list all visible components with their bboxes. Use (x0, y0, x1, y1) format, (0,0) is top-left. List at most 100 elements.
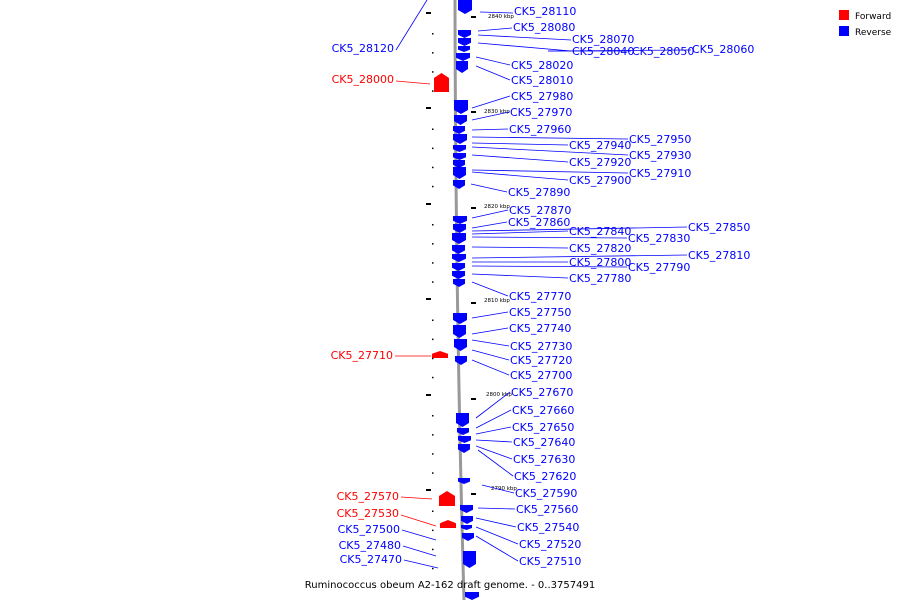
leader-line (477, 27, 513, 32)
gene-label: CK5_27940 (569, 139, 631, 152)
leader-line (471, 154, 569, 163)
kbp-tick-label: 2800 kbp (486, 392, 512, 398)
gene-label: CK5_27950 (629, 133, 691, 146)
gene-label: CK5_27660 (512, 404, 574, 417)
reverse-gene (458, 0, 472, 14)
reverse-gene (452, 245, 465, 254)
gene-label: CK5_27650 (512, 421, 574, 434)
leader-line (477, 507, 516, 510)
gene-label: CK5_28120 (332, 42, 394, 55)
reverse-gene (453, 153, 466, 160)
minor-dot (432, 529, 434, 532)
gene-label: CK5_27750 (509, 306, 571, 319)
reverse-gene (465, 592, 479, 600)
leader-line (475, 56, 511, 66)
reverse-gene (454, 100, 468, 114)
leader-line (477, 449, 514, 477)
leader-line (471, 221, 508, 229)
legend-reverse-swatch (839, 26, 849, 36)
reverse-gene (463, 551, 476, 568)
leader-line (470, 183, 508, 193)
minor-dot (432, 567, 434, 570)
reverse-gene (452, 254, 466, 262)
gene-label: CK5_27820 (569, 242, 631, 255)
reverse-gene (452, 271, 465, 279)
reverse-gene (452, 263, 465, 271)
reverse-gene (457, 428, 469, 435)
minor-dot (432, 319, 434, 321)
reverse-gene (458, 444, 470, 453)
minor-dot (432, 281, 434, 283)
kbp-tick-label: 2810 kbp (484, 298, 510, 304)
gene-label: CK5_27510 (519, 555, 581, 568)
minor-dot (432, 128, 434, 130)
gene-label: CK5_27800 (569, 256, 631, 269)
leader-line (475, 391, 511, 419)
leader-line (471, 142, 569, 146)
minor-dot (432, 548, 434, 551)
minor-dot (432, 166, 434, 169)
leader-line (477, 42, 572, 52)
gene-label: CK5_27920 (569, 156, 631, 169)
minor-dot (432, 243, 434, 245)
leader-line (471, 327, 509, 335)
gene-label: CK5_27970 (510, 106, 572, 119)
gene-label: CK5_27700 (510, 369, 572, 382)
minor-dot (432, 52, 434, 54)
major-dash (426, 394, 431, 396)
major-dash (426, 489, 431, 491)
gene-label: CK5_27470 (340, 553, 402, 566)
position-marks (426, 12, 476, 570)
leader-line (475, 526, 519, 545)
reverse-gene (453, 167, 466, 179)
reverse-gene (461, 516, 473, 524)
leader-line (402, 545, 437, 557)
leader-line (475, 517, 517, 528)
leader-line (475, 445, 513, 460)
kbp-tick-label: 2820 kbp (484, 204, 510, 210)
reverse-gene (458, 38, 471, 46)
forward-gene (432, 351, 448, 358)
gene-label: CK5_27910 (629, 167, 691, 180)
minor-dot (432, 357, 434, 360)
gene-label: CK5_27790 (628, 261, 690, 274)
reverse-gene (458, 46, 470, 52)
gene-label: CK5_27570 (337, 490, 399, 503)
gene-label: CK5_27500 (338, 523, 400, 536)
tick-dash (471, 493, 476, 495)
leader-line (471, 281, 509, 297)
leader-line (471, 359, 510, 376)
minor-dot (432, 71, 434, 73)
leader-line (471, 146, 629, 156)
legend-forward-swatch (839, 10, 849, 20)
minor-dot (432, 434, 434, 436)
leader-line (471, 230, 569, 235)
kbp-tick-label: 2840 kbp (488, 14, 514, 20)
gene-label: CK5_27740 (509, 322, 571, 335)
major-dash (426, 107, 431, 109)
leader-line (475, 65, 511, 81)
gene-label: CK5_27670 (511, 386, 573, 399)
gene-label: CK5_27540 (517, 521, 579, 534)
gene-label: CK5_27530 (337, 507, 399, 520)
gene-label: CK5_27720 (510, 354, 572, 367)
reverse-gene (452, 233, 466, 244)
minor-dot (432, 338, 434, 341)
reverse-gene (453, 145, 466, 152)
gene-label: CK5_27710 (331, 349, 393, 362)
leader-line (471, 236, 628, 239)
tick-dash (471, 111, 476, 113)
reverse-gene (453, 134, 467, 144)
gene-label: CK5_28020 (511, 59, 573, 72)
kbp-tick-label: 2790 kbp (491, 486, 517, 492)
leader-line (471, 265, 628, 268)
leader-line (547, 49, 692, 52)
reverse-gene (453, 279, 465, 287)
gene-label: CK5_27480 (339, 539, 401, 552)
leader-line (471, 128, 509, 131)
minor-dot (432, 376, 434, 379)
reverse-gene (458, 436, 471, 443)
major-dash (426, 12, 431, 14)
leader-line (475, 426, 512, 435)
gene-label: CK5_27560 (516, 503, 578, 516)
